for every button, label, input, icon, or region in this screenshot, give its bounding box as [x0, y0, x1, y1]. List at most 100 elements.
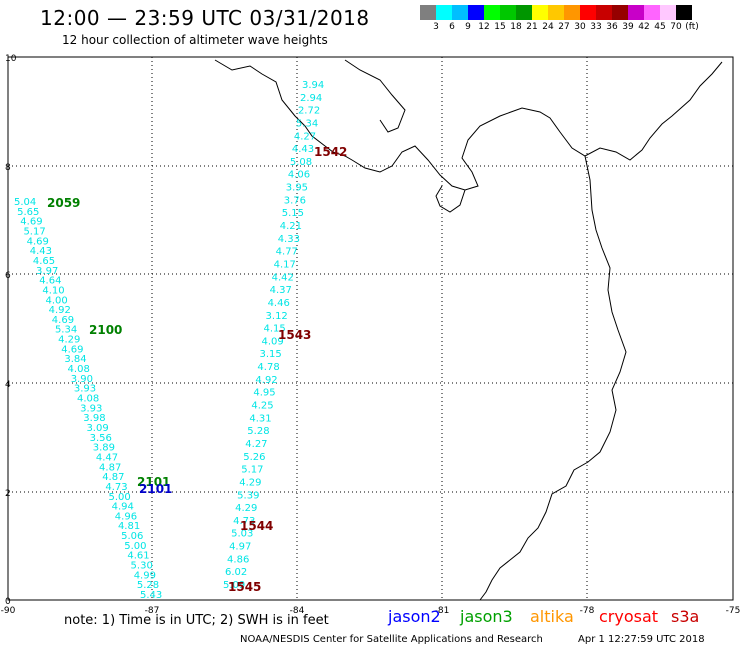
wave-height-label: 2.72 — [298, 106, 320, 117]
legend-label: 33 — [590, 22, 602, 32]
wave-height-label: 3.95 — [286, 183, 308, 194]
legend-label: 70 — [670, 22, 682, 32]
legend-swatch — [676, 5, 692, 20]
legend-label: 45 — [654, 22, 666, 32]
wave-height-label: 4.87 — [99, 462, 121, 473]
legend-swatch — [548, 5, 564, 20]
legend-swatch — [612, 5, 628, 20]
x-tick-label: -84 — [290, 606, 305, 616]
axis-ticks: -90 -87 -84 -81 -78 -75 10 8 6 4 2 0 — [1, 54, 740, 616]
wave-height-label: 3.76 — [284, 195, 306, 206]
legend-swatch — [516, 5, 532, 20]
wave-height-label: 4.86 — [227, 554, 249, 565]
wave-height-label: 5.34 — [296, 118, 318, 129]
wave-height-label: 3.84 — [64, 354, 86, 365]
map-frame — [7, 56, 734, 601]
wave-height-label: 5.17 — [23, 226, 45, 237]
legend-label: 9 — [465, 22, 471, 32]
legend-swatch — [660, 5, 676, 20]
satellite-name-jason2: jason2 — [388, 607, 441, 626]
wave-height-label: 3.56 — [90, 433, 112, 444]
satellite-name-altika: altika — [530, 607, 574, 626]
x-tick-label: -90 — [1, 606, 16, 616]
wave-height-label: 4.46 — [268, 298, 290, 309]
legend-swatch — [452, 5, 468, 20]
wave-height-label: 5.03 — [231, 529, 253, 540]
legend-swatch — [564, 5, 580, 20]
wave-height-label: 4.78 — [257, 362, 279, 373]
wave-height-label: 4.08 — [77, 394, 99, 405]
wave-height-label: 4.00 — [46, 295, 68, 306]
wave-height-label: 2.94 — [300, 93, 322, 104]
satellite-name-jason3: jason3 — [460, 607, 513, 626]
legend-swatch — [532, 5, 548, 20]
wave-height-label: 4.10 — [42, 285, 64, 296]
wave-height-label: 4.15 — [264, 324, 286, 335]
legend-swatch — [484, 5, 500, 20]
timestamp-text: Apr 1 12:27:59 UTC 2018 — [578, 634, 705, 645]
wave-height-label: 4.27 — [294, 131, 316, 142]
pass-time-label: 1544 — [240, 519, 273, 533]
wave-height-label: 5.17 — [241, 465, 263, 476]
wave-height-label: 3.15 — [259, 349, 281, 360]
wave-height-label: 5.00 — [109, 492, 131, 503]
wave-height-label: 5.06 — [121, 531, 143, 542]
wave-height-label: 4.69 — [27, 236, 49, 247]
wave-height-label: 5.09 — [223, 580, 245, 591]
wave-height-label: 4.92 — [255, 375, 277, 386]
pass-time-label: 2059 — [47, 196, 80, 210]
wave-height-label: 4.27 — [245, 439, 267, 450]
wave-height-label: 5.65 — [17, 207, 39, 218]
wave-height-label: 5.28 — [247, 426, 269, 437]
wave-height-label: 4.42 — [272, 272, 294, 283]
coastline — [214, 59, 723, 601]
wave-height-label: 3.98 — [83, 413, 105, 424]
coast-inlet — [344, 59, 406, 133]
wave-height-label: 3.89 — [93, 443, 115, 454]
wave-height-label: 4.94 — [112, 502, 134, 513]
legend-label: 6 — [449, 22, 455, 32]
wave-height-label: 4.09 — [261, 336, 283, 347]
wave-height-label: 4.92 — [49, 305, 71, 316]
wave-height-label: 4.47 — [96, 452, 118, 463]
wave-height-label: 4.43 — [292, 144, 314, 155]
x-tick-label: -81 — [435, 606, 450, 616]
legend-label: 12 — [478, 22, 490, 32]
wave-height-label: 4.29 — [58, 335, 80, 346]
legend-swatch — [436, 5, 452, 20]
satellite-name-s3a: s3a — [671, 607, 700, 626]
wave-height-label: 5.15 — [282, 208, 304, 219]
wave-height-label: 4.33 — [278, 234, 300, 245]
south-america-coast — [479, 155, 627, 601]
wave-height-label: 4.21 — [280, 221, 302, 232]
credit-text: NOAA/NESDIS Center for Satellite Applica… — [240, 634, 543, 645]
wave-height-label: 3.93 — [74, 384, 96, 395]
wave-height-label: 4.81 — [118, 521, 140, 532]
wave-height-label: 4.87 — [102, 472, 124, 483]
legend-swatch — [628, 5, 644, 20]
x-tick-label: -87 — [145, 606, 160, 616]
legend-label: 27 — [558, 22, 570, 32]
y-tick-label: 8 — [5, 163, 11, 173]
legend-label: 3 — [433, 22, 439, 32]
wave-height-label: 5.00 — [124, 541, 146, 552]
legend-label: (ft) — [685, 22, 699, 32]
note-text: note: 1) Time is in UTC; 2) SWH is in fe… — [64, 613, 329, 628]
legend-swatch — [500, 5, 516, 20]
wave-height-label: 5.28 — [137, 580, 159, 591]
legend-swatch — [468, 5, 484, 20]
legend-label: 18 — [510, 22, 522, 32]
y-tick-label: 6 — [5, 271, 11, 281]
wave-height-label: 3.93 — [80, 403, 102, 414]
wave-height-label: 4.73 — [105, 482, 127, 493]
wave-height-label: 3.09 — [86, 423, 108, 434]
pass-time-label: 2101 — [137, 475, 170, 489]
x-tick-label: -78 — [580, 606, 595, 616]
wave-height-label: 4.06 — [288, 170, 310, 181]
wave-height-label: 5.08 — [290, 157, 312, 168]
y-tick-label: 0 — [5, 597, 11, 607]
wave-height-label: 4.77 — [276, 247, 298, 258]
grid-lines — [8, 57, 733, 600]
legend-swatch — [420, 5, 436, 20]
legend-swatch — [580, 5, 596, 20]
